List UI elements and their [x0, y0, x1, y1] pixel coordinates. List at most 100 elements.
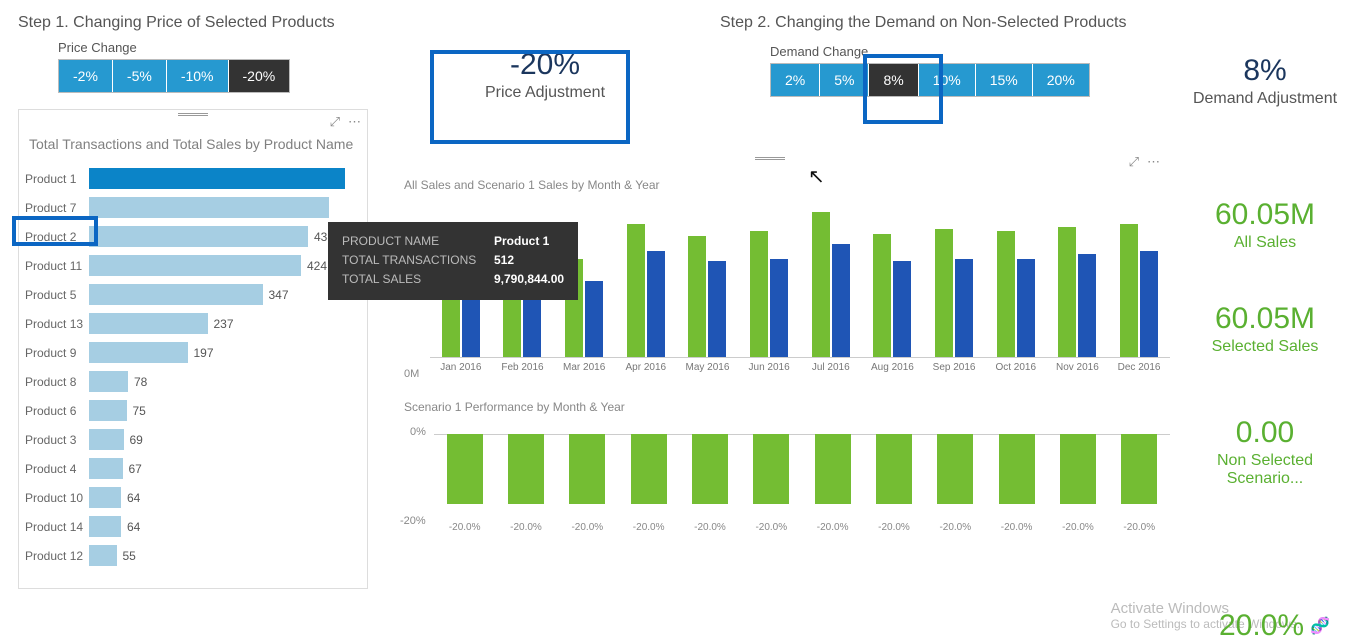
bar-series-a[interactable]: [997, 231, 1015, 357]
bar[interactable]: [89, 255, 301, 276]
bar[interactable]: [631, 434, 667, 504]
more-options-icon[interactable]: [1147, 154, 1160, 170]
bar[interactable]: [753, 434, 789, 504]
bar-group[interactable]: [812, 212, 850, 357]
product-label: Product 14: [25, 520, 85, 534]
bar-group[interactable]: [935, 229, 973, 357]
bar-series-a[interactable]: [1058, 227, 1076, 357]
slicer-option[interactable]: -5%: [113, 60, 167, 92]
bar-series-b[interactable]: [1140, 251, 1158, 357]
perf-chart[interactable]: 0% -20% -20.0%-20.0%-20.0%-20.0%-20.0%-2…: [400, 420, 1170, 533]
bar-group[interactable]: [873, 234, 911, 357]
slicer-option[interactable]: -10%: [167, 60, 229, 92]
bar-series-b[interactable]: [647, 251, 665, 357]
perf-y0: 0%: [410, 426, 426, 438]
demand-slicer[interactable]: 2%5%8%10%15%20%: [770, 63, 1090, 97]
slicer-option[interactable]: -20%: [229, 60, 290, 92]
bar[interactable]: [1060, 434, 1096, 504]
bar[interactable]: [937, 434, 973, 504]
bar-value-label: 67: [129, 462, 142, 476]
bar[interactable]: [89, 400, 127, 421]
bar-series-a[interactable]: [1120, 224, 1138, 357]
bar-series-a[interactable]: [688, 236, 706, 357]
slicer-option[interactable]: 15%: [976, 64, 1033, 96]
slicer-option[interactable]: 8%: [869, 64, 918, 96]
products-chart[interactable]: Product 1Product 7Product 2438Product 11…: [19, 164, 367, 570]
bar[interactable]: [89, 284, 263, 305]
table-row[interactable]: Product 13237: [89, 309, 367, 338]
bar-series-a[interactable]: [935, 229, 953, 357]
bar[interactable]: [89, 371, 128, 392]
panel-grip-icon[interactable]: [755, 156, 785, 162]
x-tick: Feb 2016: [500, 362, 544, 374]
table-row[interactable]: Product 467: [89, 454, 367, 483]
bar-group[interactable]: [997, 231, 1035, 357]
bar-series-a[interactable]: [750, 231, 768, 357]
bar-series-b[interactable]: [585, 281, 603, 357]
bar[interactable]: [89, 458, 123, 479]
bar-group[interactable]: [688, 236, 726, 357]
bar[interactable]: [508, 434, 544, 504]
bar[interactable]: [89, 545, 117, 566]
x-tick: Apr 2016: [624, 362, 668, 374]
bar[interactable]: [1121, 434, 1157, 504]
bar-series-b[interactable]: [893, 261, 911, 357]
product-label: Product 11: [25, 259, 85, 273]
bar[interactable]: [89, 487, 121, 508]
x-tick: -20.0%: [1056, 522, 1100, 533]
bar[interactable]: [89, 429, 124, 450]
slicer-option[interactable]: -2%: [59, 60, 113, 92]
table-row[interactable]: Product 7: [89, 193, 367, 222]
focus-icon[interactable]: [1129, 154, 1139, 170]
table-row[interactable]: Product 878: [89, 367, 367, 396]
x-tick: May 2016: [685, 362, 729, 374]
slicer-option[interactable]: 5%: [820, 64, 869, 96]
bar[interactable]: [89, 516, 121, 537]
bar[interactable]: [999, 434, 1035, 504]
bar[interactable]: [89, 342, 188, 363]
x-tick: Oct 2016: [994, 362, 1038, 374]
bar[interactable]: [815, 434, 851, 504]
bar-series-b[interactable]: [1017, 259, 1035, 357]
price-change-label: Price Change: [58, 40, 368, 55]
slicer-option[interactable]: 2%: [771, 64, 820, 96]
bar[interactable]: [569, 434, 605, 504]
bar-series-a[interactable]: [873, 234, 891, 357]
table-row[interactable]: Product 1255: [89, 541, 367, 570]
bar[interactable]: [447, 434, 483, 504]
bar[interactable]: [89, 197, 329, 218]
more-options-icon[interactable]: [348, 114, 361, 130]
bar-series-b[interactable]: [955, 259, 973, 357]
panel-grip-icon[interactable]: [178, 112, 208, 118]
table-row[interactable]: Product 9197: [89, 338, 367, 367]
bar[interactable]: [89, 226, 308, 247]
bar[interactable]: [89, 313, 208, 334]
table-row[interactable]: Product 1464: [89, 512, 367, 541]
bar-series-a[interactable]: [812, 212, 830, 357]
table-row[interactable]: Product 2438: [89, 222, 367, 251]
table-row[interactable]: Product 5347: [89, 280, 367, 309]
table-row[interactable]: Product 1: [89, 164, 367, 193]
slicer-option[interactable]: 20%: [1033, 64, 1089, 96]
bar-group[interactable]: [1058, 227, 1096, 357]
table-row[interactable]: Product 1064: [89, 483, 367, 512]
bar-series-b[interactable]: [770, 259, 788, 357]
bar[interactable]: [89, 168, 345, 189]
bar-series-b[interactable]: [832, 244, 850, 357]
bar-series-a[interactable]: [627, 224, 645, 357]
slicer-option[interactable]: 10%: [919, 64, 976, 96]
bar[interactable]: [876, 434, 912, 504]
x-tick: -20.0%: [811, 522, 855, 533]
table-row[interactable]: Product 369: [89, 425, 367, 454]
bar[interactable]: [692, 434, 728, 504]
bar-group[interactable]: [627, 224, 665, 357]
table-row[interactable]: Product 11424: [89, 251, 367, 280]
bar-group[interactable]: [750, 231, 788, 357]
bar-series-b[interactable]: [1078, 254, 1096, 357]
x-tick: Nov 2016: [1055, 362, 1099, 374]
bar-group[interactable]: [1120, 224, 1158, 357]
bar-series-b[interactable]: [708, 261, 726, 357]
focus-icon[interactable]: [330, 114, 340, 130]
price-slicer[interactable]: -2%-5%-10%-20%: [58, 59, 290, 93]
table-row[interactable]: Product 675: [89, 396, 367, 425]
